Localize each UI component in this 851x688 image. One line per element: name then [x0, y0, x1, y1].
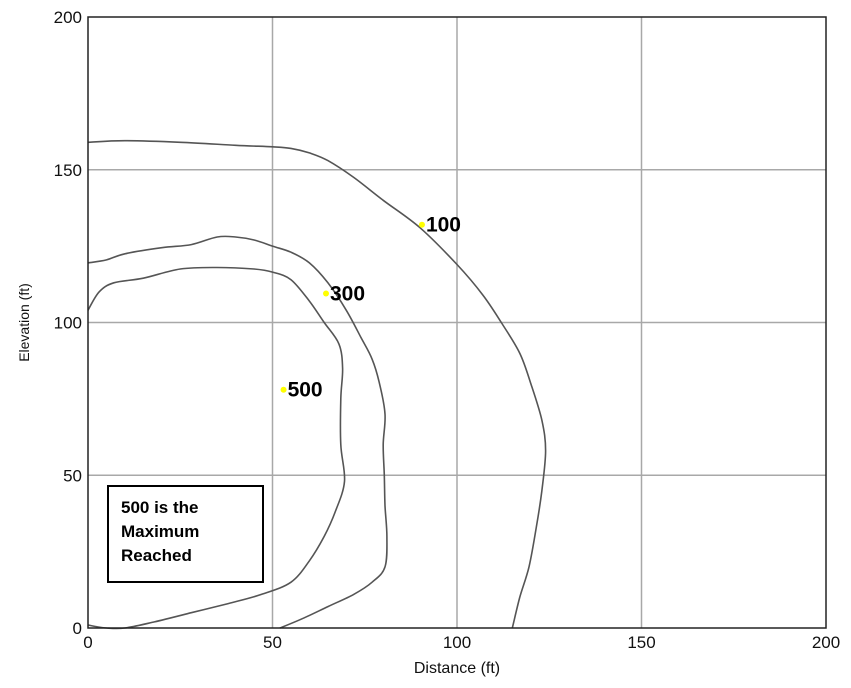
annotation-border	[107, 485, 264, 583]
annotation-box: 500 is the Maximum Reached	[107, 485, 264, 583]
x-tick-label-3: 150	[627, 633, 655, 652]
annotation-line-1: 500 is the	[121, 498, 199, 517]
x-tick-label-0: 0	[83, 633, 92, 652]
annotation-line-2: Maximum	[121, 522, 199, 541]
contour-line-500	[87, 266, 346, 630]
contour-label-100: 100	[426, 214, 461, 237]
y-tick-label-4: 200	[54, 8, 82, 27]
contour-marker-300	[323, 290, 330, 297]
y-tick-label-0: 0	[73, 619, 82, 638]
y-tick-label-3: 150	[54, 161, 82, 180]
contour-label-500: 500	[288, 379, 323, 402]
y-tick-labels: 0 50 100 150 200	[54, 8, 82, 638]
x-tick-label-2: 100	[443, 633, 471, 652]
plot-frame	[87, 16, 827, 629]
contour-label-300: 300	[330, 282, 365, 305]
contour-marker-100	[418, 221, 425, 228]
grid-lines	[88, 17, 826, 628]
x-tick-label-4: 200	[812, 633, 840, 652]
contour-line-300	[87, 235, 388, 629]
x-tick-labels: 0 50 100 150 200	[83, 633, 840, 652]
y-tick-label-1: 50	[63, 466, 82, 485]
y-axis-label: Elevation (ft)	[16, 283, 32, 362]
x-axis-label: Distance (ft)	[414, 660, 500, 677]
contour-markers: 100 300 500	[280, 214, 461, 402]
contour-lines	[87, 139, 547, 630]
x-tick-label-1: 50	[263, 633, 282, 652]
contour-marker-500	[280, 386, 287, 393]
annotation-line-3: Reached	[121, 546, 192, 565]
y-tick-label-2: 100	[54, 314, 82, 333]
contour-line-100	[87, 139, 547, 629]
